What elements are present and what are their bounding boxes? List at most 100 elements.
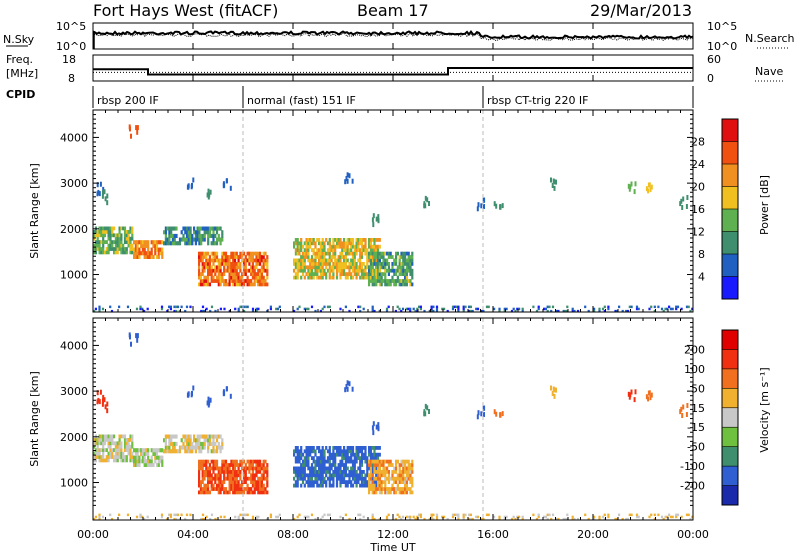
velocity-echo-cell (371, 490, 374, 495)
power-echo-cell (237, 258, 240, 263)
velocity-echo-cell (471, 517, 474, 521)
power-echo-cell (228, 262, 231, 266)
velocity-echo-cell (323, 452, 326, 457)
power-echo-cell (145, 240, 148, 245)
velocity-echo-cell (257, 483, 260, 488)
velocity-echo-cell (321, 459, 324, 464)
velocity-echo-cell (326, 456, 330, 460)
power-echo-cell (314, 241, 317, 246)
power-echo-cell (402, 272, 405, 276)
velocity-echo-cell (334, 459, 337, 464)
power-echo-cell (199, 275, 202, 280)
power-echo-cell (319, 248, 322, 252)
velocity-echo-cell (294, 473, 297, 478)
velocity-echo-cell (180, 445, 183, 450)
velocity-echo-cell (377, 483, 380, 488)
velocity-echo-cell (184, 517, 187, 521)
power-echo-cell (346, 244, 349, 249)
power-echo-cell (150, 240, 153, 245)
power-echo-cell (328, 262, 331, 266)
velocity-echo-cell (244, 473, 247, 478)
power-echo-cell (111, 240, 114, 244)
x-tick-label: 04:00 (177, 528, 209, 541)
velocity-echo-cell (208, 480, 211, 484)
velocity-echo-cell (375, 452, 378, 457)
velocity-echo-cell (143, 455, 146, 460)
velocity-echo-cell (373, 487, 376, 491)
velocity-scatter-cell (555, 387, 557, 393)
power-echo-cell (215, 258, 219, 263)
velocity-echo-cell (198, 459, 201, 464)
power-echo-cell (371, 248, 374, 252)
velocity-echo-cell (593, 517, 596, 521)
power-echo-cell (387, 268, 390, 273)
velocity-echo-cell (199, 487, 202, 491)
velocity-echo-cell (332, 480, 335, 484)
power-echo-cell (251, 307, 255, 311)
power-echo-cell (411, 268, 414, 273)
velocity-echo-cell (255, 470, 258, 474)
power-echo-cell (303, 258, 306, 263)
velocity-echo-cell (157, 462, 160, 467)
power-echo-cell (207, 268, 210, 273)
velocity-echo-cell (200, 517, 203, 521)
velocity-echo-cell (182, 445, 185, 450)
power-echo-cell (378, 251, 381, 256)
power-echo-cell (140, 243, 143, 248)
power-echo-cell (332, 262, 335, 266)
power-echo-cell (346, 258, 349, 263)
colorbar-swatch (722, 388, 738, 409)
colorbar-tick-label: 24 (691, 158, 705, 171)
power-scatter-cell (477, 202, 480, 208)
power-echo-cell (323, 251, 326, 256)
power-echo-cell (325, 238, 328, 242)
power-echo-cell (100, 250, 103, 255)
velocity-echo-cell (353, 470, 356, 474)
power-echo-cell (260, 272, 263, 276)
velocity-echo-cell (571, 517, 574, 521)
velocity-echo-cell (102, 448, 105, 452)
power-echo-cell (193, 226, 196, 231)
velocity-echo-cell (316, 463, 319, 467)
power-echo-cell (260, 279, 263, 283)
power-echo-cell (368, 268, 371, 273)
velocity-echo-cell (359, 483, 362, 488)
velocity-echo-cell (303, 483, 306, 488)
power-echo-cell (353, 248, 356, 252)
velocity-echo-cell (601, 515, 605, 519)
power-echo-cell (207, 237, 210, 242)
velocity-echo-cell (510, 517, 514, 521)
velocity-echo-cell (335, 470, 339, 474)
power-echo-cell (368, 244, 371, 249)
velocity-echo-cell (145, 459, 148, 464)
velocity-echo-cell (191, 449, 194, 454)
power-echo-cell (355, 241, 358, 246)
velocity-echo-cell (350, 459, 353, 464)
velocity-echo-cell (200, 445, 203, 450)
velocity-scatter-cell (130, 341, 132, 347)
velocity-echo-cell (120, 448, 123, 452)
velocity-echo-cell (398, 466, 401, 471)
power-echo-cell (199, 251, 202, 256)
power-scatter-cell (136, 125, 139, 131)
velocity-echo-cell (260, 473, 263, 478)
velocity-echo-cell (293, 466, 296, 471)
velocity-echo-cell (377, 476, 380, 481)
velocity-echo-cell (326, 513, 330, 517)
power-echo-cell (219, 226, 222, 231)
power-echo-cell (242, 265, 246, 270)
velocity-echo-cell (305, 515, 308, 519)
power-echo-cell (251, 268, 254, 273)
velocity-echo-cell (217, 480, 220, 484)
power-echo-cell (251, 258, 254, 263)
nave-label: Nave (755, 65, 783, 78)
velocity-echo-cell (357, 513, 360, 517)
power-echo-cell (122, 250, 125, 255)
power-echo-cell (364, 275, 367, 280)
power-echo-cell (199, 258, 202, 263)
velocity-echo-cell (182, 434, 185, 439)
power-echo-cell (251, 255, 254, 259)
velocity-echo-cell (250, 490, 253, 495)
velocity-echo-cell (351, 470, 355, 474)
power-echo-cell (312, 251, 315, 256)
